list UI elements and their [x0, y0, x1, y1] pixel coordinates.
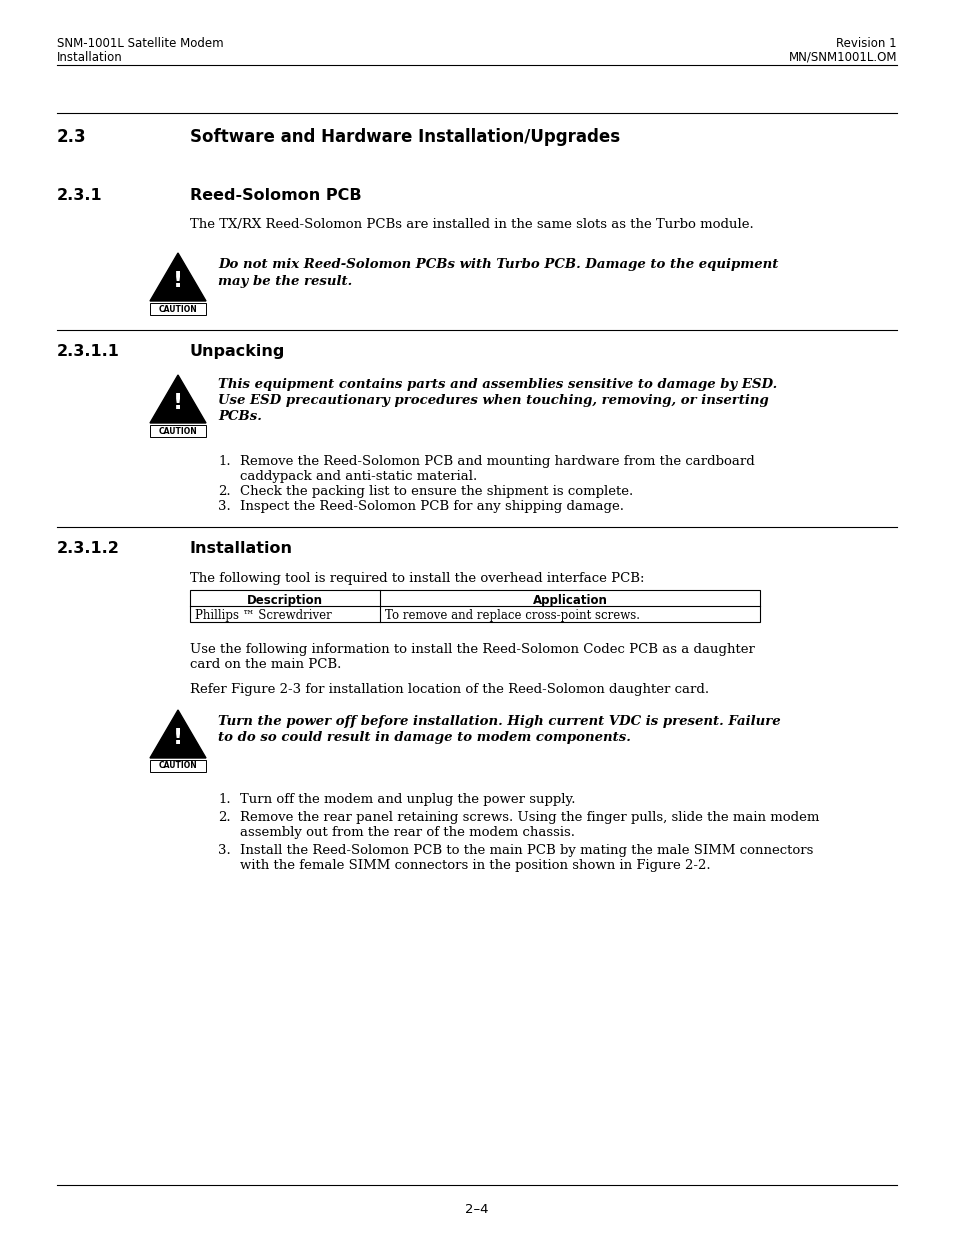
Text: Remove the rear panel retaining screws. Using the finger pulls, slide the main m: Remove the rear panel retaining screws. … — [240, 811, 819, 824]
Text: Phillips ™ Screwdriver: Phillips ™ Screwdriver — [194, 609, 332, 622]
Text: !: ! — [172, 393, 183, 412]
Text: !: ! — [172, 727, 183, 748]
Text: may be the result.: may be the result. — [218, 275, 352, 288]
Text: Remove the Reed-Solomon PCB and mounting hardware from the cardboard: Remove the Reed-Solomon PCB and mounting… — [240, 454, 754, 468]
FancyBboxPatch shape — [150, 425, 206, 437]
Text: 3.: 3. — [218, 500, 231, 513]
Text: The TX/RX Reed-Solomon PCBs are installed in the same slots as the Turbo module.: The TX/RX Reed-Solomon PCBs are installe… — [190, 219, 753, 231]
Text: CAUTION: CAUTION — [158, 762, 197, 771]
Text: Application: Application — [532, 594, 607, 606]
Text: !: ! — [172, 270, 183, 290]
Polygon shape — [150, 710, 206, 758]
Text: Inspect the Reed-Solomon PCB for any shipping damage.: Inspect the Reed-Solomon PCB for any shi… — [240, 500, 623, 513]
Text: 2.: 2. — [218, 485, 231, 498]
Text: The following tool is required to install the overhead interface PCB:: The following tool is required to instal… — [190, 572, 644, 585]
Text: CAUTION: CAUTION — [158, 426, 197, 436]
Text: Check the packing list to ensure the shipment is complete.: Check the packing list to ensure the shi… — [240, 485, 633, 498]
Text: Reed-Solomon PCB: Reed-Solomon PCB — [190, 188, 361, 203]
Text: PCBs.: PCBs. — [218, 410, 262, 424]
Text: MN/SNM1001L.OM: MN/SNM1001L.OM — [788, 51, 896, 64]
Text: 1.: 1. — [218, 454, 231, 468]
Text: Use the following information to install the Reed-Solomon Codec PCB as a daughte: Use the following information to install… — [190, 643, 754, 656]
Text: card on the main PCB.: card on the main PCB. — [190, 658, 341, 671]
Text: to do so could result in damage to modem components.: to do so could result in damage to modem… — [218, 731, 630, 743]
Text: CAUTION: CAUTION — [158, 305, 197, 314]
Text: 2.: 2. — [218, 811, 231, 824]
Text: 1.: 1. — [218, 793, 231, 806]
Text: with the female SIMM connectors in the position shown in Figure 2-2.: with the female SIMM connectors in the p… — [240, 860, 710, 872]
Polygon shape — [150, 253, 206, 301]
Text: 2.3.1.2: 2.3.1.2 — [57, 541, 120, 556]
Text: This equipment contains parts and assemblies sensitive to damage by ESD.: This equipment contains parts and assemb… — [218, 378, 777, 391]
FancyBboxPatch shape — [190, 590, 760, 622]
Text: Software and Hardware Installation/Upgrades: Software and Hardware Installation/Upgra… — [190, 128, 619, 146]
FancyBboxPatch shape — [150, 303, 206, 315]
Text: assembly out from the rear of the modem chassis.: assembly out from the rear of the modem … — [240, 826, 575, 839]
Text: Description: Description — [247, 594, 323, 606]
Polygon shape — [150, 375, 206, 424]
Text: Use ESD precautionary procedures when touching, removing, or inserting: Use ESD precautionary procedures when to… — [218, 394, 768, 408]
Text: Turn off the modem and unplug the power supply.: Turn off the modem and unplug the power … — [240, 793, 575, 806]
Text: Unpacking: Unpacking — [190, 345, 285, 359]
Text: To remove and replace cross-point screws.: To remove and replace cross-point screws… — [385, 609, 639, 622]
Text: 2.3: 2.3 — [57, 128, 87, 146]
Text: 2–4: 2–4 — [465, 1203, 488, 1216]
Text: Do not mix Reed-Solomon PCBs with Turbo PCB. Damage to the equipment: Do not mix Reed-Solomon PCBs with Turbo … — [218, 258, 778, 270]
FancyBboxPatch shape — [150, 760, 206, 772]
Text: SNM-1001L Satellite Modem: SNM-1001L Satellite Modem — [57, 37, 223, 49]
Text: Refer Figure 2-3 for installation location of the Reed-Solomon daughter card.: Refer Figure 2-3 for installation locati… — [190, 683, 708, 697]
Text: Turn the power off before installation. High current VDC is present. Failure: Turn the power off before installation. … — [218, 715, 780, 727]
Text: Install the Reed-Solomon PCB to the main PCB by mating the male SIMM connectors: Install the Reed-Solomon PCB to the main… — [240, 844, 813, 857]
Text: Installation: Installation — [57, 51, 123, 64]
Text: Revision 1: Revision 1 — [836, 37, 896, 49]
Text: Installation: Installation — [190, 541, 293, 556]
Text: 2.3.1: 2.3.1 — [57, 188, 103, 203]
Text: caddypack and anti-static material.: caddypack and anti-static material. — [240, 471, 476, 483]
Text: 3.: 3. — [218, 844, 231, 857]
Text: 2.3.1.1: 2.3.1.1 — [57, 345, 120, 359]
